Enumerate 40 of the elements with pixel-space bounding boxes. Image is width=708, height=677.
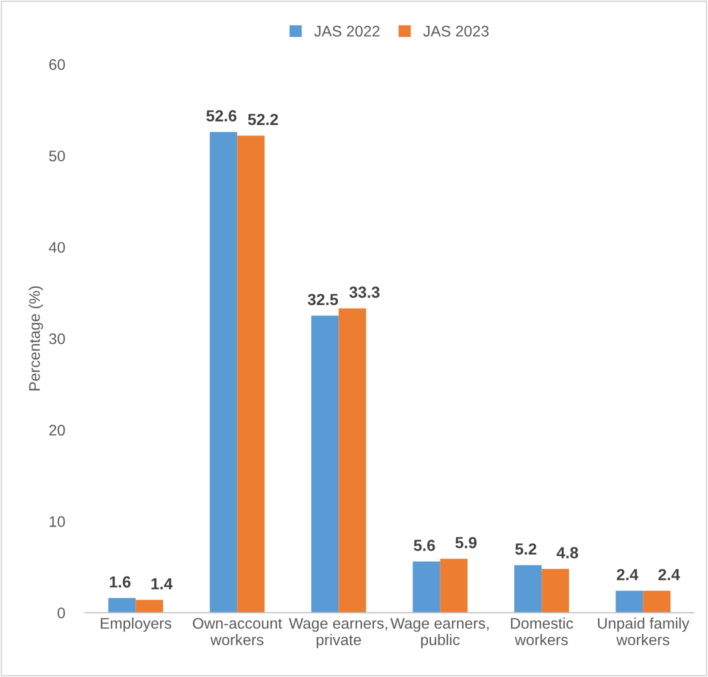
y-tick-label: 50 bbox=[49, 150, 65, 162]
data-label: 52.2 bbox=[248, 114, 278, 126]
data-label: 1.4 bbox=[151, 578, 173, 590]
data-label: 5.2 bbox=[515, 543, 536, 555]
data-label: 5.6 bbox=[414, 540, 435, 552]
data-label: 2.4 bbox=[616, 568, 638, 580]
x-tick-label: Employers bbox=[100, 618, 172, 632]
bar bbox=[338, 308, 366, 613]
y-tick-label: 30 bbox=[49, 333, 65, 344]
x-tick-label: Wage earners, private bbox=[288, 618, 388, 648]
y-tick-label: 20 bbox=[49, 424, 65, 436]
bar bbox=[136, 600, 164, 613]
x-tick-label: Unpaid family workers bbox=[598, 618, 690, 646]
legend-label: JAS 2023 bbox=[423, 26, 489, 37]
bar bbox=[311, 316, 339, 613]
bar bbox=[542, 568, 570, 613]
bar bbox=[108, 598, 136, 613]
x-tick-label: Wage earners, public bbox=[390, 618, 489, 648]
legend-label: JAS 2022 bbox=[314, 26, 380, 37]
y-tick-label: 60 bbox=[49, 59, 65, 70]
bar bbox=[514, 565, 542, 613]
bar bbox=[412, 562, 440, 613]
y-tick-label: 40 bbox=[48, 242, 65, 253]
data-label: 1.6 bbox=[110, 576, 130, 588]
bar bbox=[440, 558, 468, 613]
data-label: 2.4 bbox=[658, 568, 680, 580]
data-label: 4.8 bbox=[556, 547, 578, 558]
data-label: 52.6 bbox=[206, 110, 236, 122]
y-axis-title: Percentage (%) bbox=[28, 286, 43, 390]
x-tick-label: Domestic workers bbox=[511, 618, 574, 646]
bar bbox=[210, 132, 238, 613]
x-tick-label: Own-account workers bbox=[192, 618, 282, 646]
bar bbox=[616, 590, 644, 613]
data-label: 33.3 bbox=[349, 286, 380, 298]
data-label: 32.5 bbox=[308, 294, 338, 306]
y-tick-label: 0 bbox=[58, 608, 65, 618]
data-label: 5.9 bbox=[455, 536, 477, 548]
bar bbox=[237, 136, 265, 613]
y-tick-label: 10 bbox=[50, 516, 65, 527]
bar bbox=[643, 590, 670, 613]
